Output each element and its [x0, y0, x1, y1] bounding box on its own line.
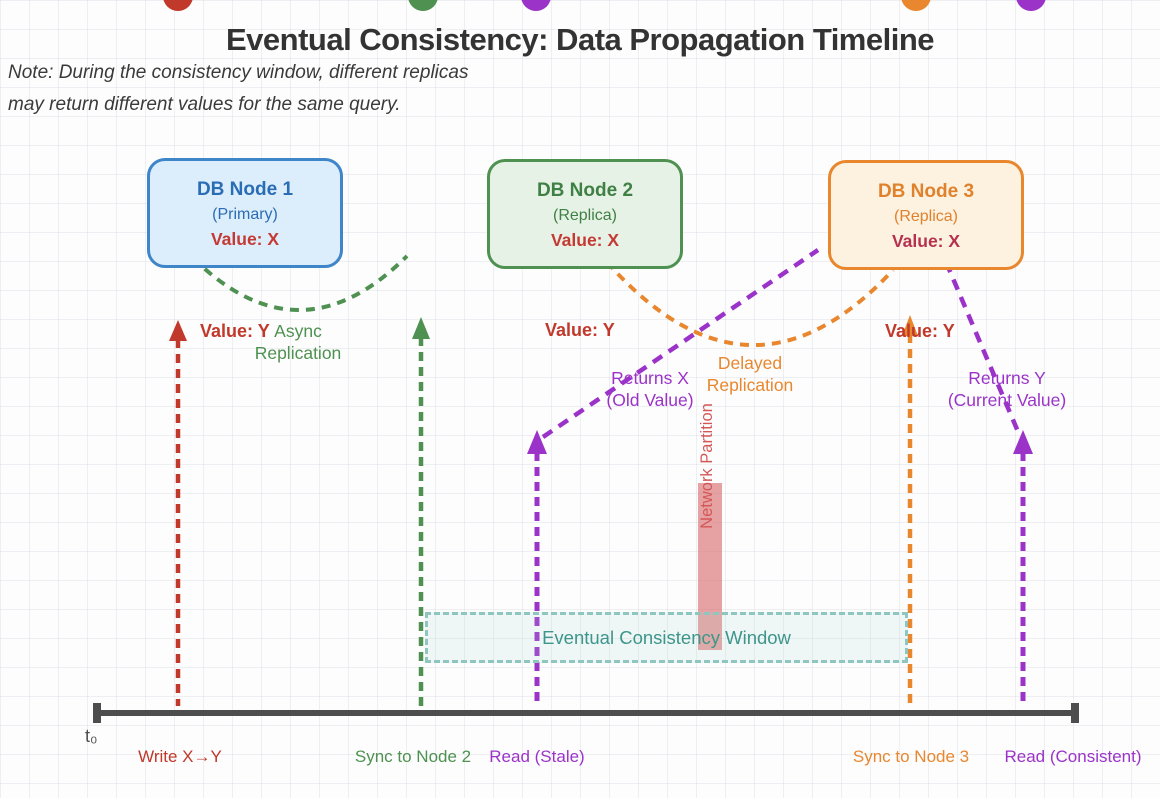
- delayed-replication-curve: [605, 260, 895, 347]
- db-node-1-role: (Primary): [212, 205, 278, 223]
- sync-node3-arrowhead: [902, 315, 918, 336]
- returns-x-label: Returns X (Old Value): [575, 367, 725, 411]
- write-event-dot: [163, 0, 193, 11]
- write-arrowhead: [169, 320, 187, 341]
- consistency-window-label: Eventual Consistency Window: [542, 626, 791, 648]
- page-title: Eventual Consistency: Data Propagation T…: [225, 22, 935, 57]
- db-node-1-value: Value: X: [210, 228, 280, 249]
- event-label-read-stale: Read (Stale): [489, 747, 585, 766]
- returns-y-label: Returns Y (Current Value): [932, 367, 1082, 411]
- read-consistent-arrowhead: [1013, 430, 1033, 454]
- sync-node2-arrowhead: [412, 317, 430, 339]
- db-node-3-value: Value: X: [891, 230, 961, 251]
- node2-new-value-label: Value: Y: [545, 320, 615, 340]
- async-replication-label: Async Replication: [254, 321, 342, 363]
- note-line-2: may return different values for the same…: [8, 94, 401, 115]
- network-partition-label: Network Partition: [698, 403, 716, 529]
- db-node-1-box: DB Node 1 (Primary) Value: X: [147, 158, 343, 268]
- event-label-write: Write X→Y: [138, 747, 222, 766]
- event-label-read-consistent: Read (Consistent): [1004, 747, 1142, 766]
- network-partition-bar: [698, 483, 722, 650]
- db-node-2-role: (Replica): [552, 206, 617, 224]
- db-node-2-value: Value: X: [550, 229, 620, 250]
- returns-y-line1: Returns Y: [968, 368, 1046, 388]
- db-node-2-box: DB Node 2 (Replica) Value: X: [487, 159, 683, 269]
- returns-x-line1: Returns X: [611, 368, 689, 388]
- read-stale-arrowhead: [527, 430, 547, 454]
- returns-y-line2: (Current Value): [947, 390, 1067, 410]
- delayed-replication-label: Delayed Replication: [706, 353, 794, 395]
- consistency-window-box: Eventual Consistency Window: [425, 612, 908, 663]
- timeline-origin-label: t₀: [85, 726, 98, 746]
- read-consistent-event-dot: [1016, 0, 1046, 11]
- db-node-2-title: DB Node 2: [536, 179, 634, 201]
- sync-node3-event-dot: [901, 0, 931, 11]
- node1-new-value-label: Value: Y: [200, 321, 270, 341]
- db-node-3-box: DB Node 3 (Replica) Value: X: [828, 160, 1024, 270]
- db-node-3-title: DB Node 3: [877, 180, 975, 202]
- returns-x-line2: (Old Value): [606, 390, 694, 410]
- async-replication-curve: [191, 254, 409, 312]
- db-node-3-role: (Replica): [893, 207, 958, 225]
- note-text: Note: During the consistency window, dif…: [8, 57, 468, 121]
- read-stale-event-dot: [521, 0, 551, 11]
- db-node-1-title: DB Node 1: [196, 178, 294, 200]
- note-line-1: Note: During the consistency window, dif…: [8, 62, 469, 83]
- sync-node2-event-dot: [408, 0, 438, 11]
- node3-new-value-label: Value: Y: [885, 321, 955, 341]
- read-consistent-response-line: [943, 261, 1022, 435]
- event-label-sync-node3: Sync to Node 3: [852, 747, 970, 766]
- event-label-sync-node2: Sync to Node 2: [354, 747, 472, 766]
